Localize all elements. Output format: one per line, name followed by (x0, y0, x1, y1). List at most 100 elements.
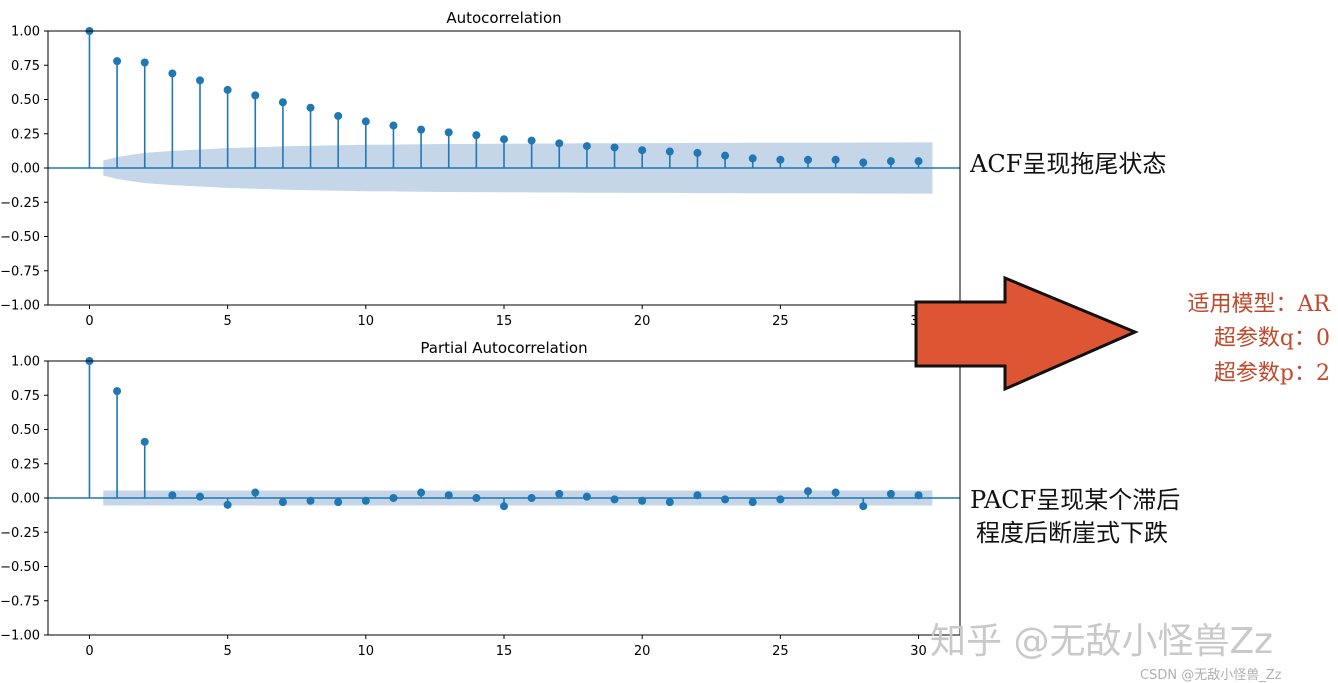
y-tick-label: 0.50 (11, 93, 40, 108)
x-tick-label: 5 (223, 314, 231, 329)
x-tick-label: 30 (910, 644, 927, 659)
x-tick-label: 25 (772, 644, 789, 659)
chart-title: Autocorrelation (446, 9, 561, 27)
y-tick-label: −0.75 (0, 594, 40, 609)
stem-marker (665, 498, 674, 507)
x-tick-label: 20 (634, 314, 651, 329)
acf-chart: 1.00 0.75 0.50 0.25 0.00 −0.25 −0.50 −0.75 −1.00… (0, 9, 961, 329)
y-tick-label: 1.00 (11, 355, 40, 370)
pacf-annotation-line1: PACF呈现某个滞后 (970, 486, 1181, 514)
stem-marker (168, 491, 177, 500)
y-tick-label: 0.50 (11, 423, 40, 438)
stem-marker (500, 502, 508, 511)
stem-marker (417, 125, 426, 134)
stem-marker (334, 111, 343, 120)
stem-marker (776, 155, 785, 164)
stem-marker (527, 136, 536, 145)
stem-marker (859, 502, 868, 511)
stem-marker (223, 500, 232, 509)
stem-marker (113, 387, 122, 396)
stem-marker (914, 157, 923, 166)
stem-marker (168, 69, 177, 78)
stem-marker (610, 495, 619, 504)
x-tick-label: 0 (85, 314, 93, 329)
stem-marker (665, 147, 674, 156)
y-tick-label: 0.00 (11, 162, 40, 177)
stem-marker (417, 488, 426, 497)
right-arrow-icon (914, 275, 1139, 392)
stem-marker (251, 91, 260, 100)
stem-marker (886, 157, 895, 166)
stem-marker (582, 142, 591, 151)
stem-marker (693, 491, 702, 500)
stem-marker (472, 494, 481, 502)
stem-marker (527, 494, 536, 502)
stem-marker (444, 128, 453, 137)
y-tick-label: −0.75 (0, 264, 40, 279)
stem-marker (306, 103, 315, 112)
stem-marker (500, 135, 508, 144)
stem-marker (886, 489, 895, 498)
y-tick-label: 0.00 (11, 492, 40, 507)
stem-marker (804, 487, 812, 496)
x-tick-label: 15 (496, 644, 513, 659)
watermark: 知乎 @无敌小怪兽Zz (930, 621, 1274, 662)
y-tick-label: −0.50 (0, 230, 40, 245)
stem-marker (721, 495, 730, 504)
stem-marker (804, 155, 812, 164)
y-tick-label: −1.00 (0, 629, 40, 644)
stem-marker (113, 57, 122, 66)
acf-annotation: ACF呈现拖尾状态 (970, 150, 1167, 178)
stem-marker (251, 488, 260, 497)
stem-marker (776, 495, 785, 504)
stem-marker (278, 98, 287, 107)
x-tick-label: 25 (772, 314, 789, 329)
stem-marker (914, 491, 923, 500)
pacf-chart: 1.00 0.75 0.50 0.25 0.00 −0.25 −0.50 −0.75 −1.00… (0, 339, 961, 659)
model-annotation: 适用模型：AR (1187, 292, 1330, 317)
stem-marker (721, 151, 730, 160)
stem-marker (389, 494, 398, 502)
y-tick-label: 1.00 (11, 25, 40, 40)
stem-marker (389, 121, 398, 130)
x-tick-label: 5 (223, 644, 231, 659)
stem-marker (638, 496, 647, 505)
p-annotation: 超参数p：2 (1213, 361, 1330, 386)
stem-marker (693, 148, 702, 157)
y-tick-label: 0.75 (11, 389, 40, 404)
y-tick-label: −0.50 (0, 560, 40, 575)
stem-marker (748, 154, 757, 163)
stem-marker (444, 491, 453, 500)
pacf-annotation-line2: 程度后断崖式下跌 (976, 519, 1168, 547)
x-tick-label: 20 (634, 644, 651, 659)
y-tick-label: 0.25 (11, 457, 40, 472)
y-tick-label: −0.25 (0, 526, 40, 541)
y-tick-label: 0.75 (11, 59, 40, 74)
stem-marker (859, 158, 868, 167)
x-tick-label: 10 (358, 644, 375, 659)
stem-marker (223, 85, 232, 94)
stem-marker (638, 146, 647, 155)
y-tick-label: −0.25 (0, 196, 40, 211)
stem-marker (361, 496, 370, 505)
stem-marker (555, 139, 564, 148)
y-tick-label: −1.00 (0, 299, 40, 314)
stem-marker (361, 117, 370, 126)
x-tick-label: 0 (85, 644, 93, 659)
stem-marker (831, 155, 840, 164)
stem-marker (472, 131, 481, 140)
stem-marker (831, 488, 840, 497)
q-annotation: 超参数q：0 (1213, 326, 1330, 351)
stem-marker (196, 492, 204, 501)
stem-marker (196, 76, 204, 85)
stem-marker (748, 498, 757, 507)
stem-marker (278, 498, 287, 507)
stem-marker (610, 143, 619, 152)
stem-marker (555, 489, 564, 498)
stem-marker (140, 437, 149, 446)
y-tick-label: 0.25 (11, 127, 40, 142)
stem-marker (582, 492, 591, 501)
chart-title: Partial Autocorrelation (420, 339, 587, 357)
stem-marker (334, 498, 343, 507)
